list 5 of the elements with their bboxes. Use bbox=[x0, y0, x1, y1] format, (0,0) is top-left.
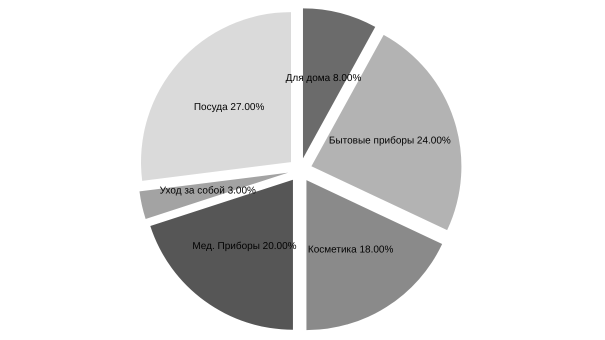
slice-label: Для дома 8.00% bbox=[286, 73, 362, 84]
slice-label: Посуда 27.00% bbox=[194, 102, 264, 114]
slice-label: Бытовые приборы 24.00% bbox=[328, 135, 451, 146]
slice-label: Уход за собой 3.00% bbox=[160, 185, 256, 196]
slice-label: Косметика 18.00% bbox=[308, 244, 394, 256]
